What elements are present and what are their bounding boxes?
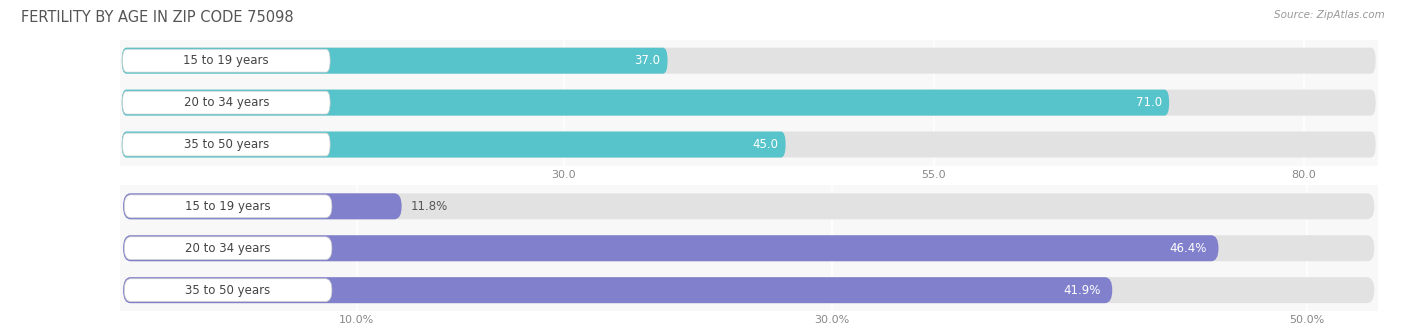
Text: FERTILITY BY AGE IN ZIP CODE 75098: FERTILITY BY AGE IN ZIP CODE 75098 bbox=[21, 10, 294, 25]
FancyBboxPatch shape bbox=[124, 235, 1219, 261]
FancyBboxPatch shape bbox=[122, 48, 668, 74]
FancyBboxPatch shape bbox=[120, 40, 1378, 82]
Text: 71.0: 71.0 bbox=[1136, 96, 1161, 109]
Text: 15 to 19 years: 15 to 19 years bbox=[186, 200, 271, 213]
FancyBboxPatch shape bbox=[122, 90, 1375, 116]
FancyBboxPatch shape bbox=[124, 237, 332, 260]
Text: Source: ZipAtlas.com: Source: ZipAtlas.com bbox=[1274, 10, 1385, 20]
FancyBboxPatch shape bbox=[120, 269, 1378, 311]
FancyBboxPatch shape bbox=[122, 91, 330, 114]
FancyBboxPatch shape bbox=[124, 277, 1112, 303]
FancyBboxPatch shape bbox=[124, 195, 332, 218]
Text: 11.8%: 11.8% bbox=[411, 200, 449, 213]
FancyBboxPatch shape bbox=[120, 82, 1378, 123]
Text: 20 to 34 years: 20 to 34 years bbox=[186, 242, 271, 255]
FancyBboxPatch shape bbox=[124, 193, 1374, 219]
FancyBboxPatch shape bbox=[124, 279, 332, 302]
Text: 35 to 50 years: 35 to 50 years bbox=[186, 284, 271, 297]
Text: 15 to 19 years: 15 to 19 years bbox=[183, 54, 269, 67]
Text: 35 to 50 years: 35 to 50 years bbox=[184, 138, 269, 151]
Text: 41.9%: 41.9% bbox=[1063, 284, 1101, 297]
FancyBboxPatch shape bbox=[120, 185, 1378, 227]
FancyBboxPatch shape bbox=[122, 48, 1375, 74]
FancyBboxPatch shape bbox=[124, 235, 1374, 261]
FancyBboxPatch shape bbox=[120, 123, 1378, 166]
FancyBboxPatch shape bbox=[124, 277, 1374, 303]
FancyBboxPatch shape bbox=[122, 131, 1375, 158]
FancyBboxPatch shape bbox=[122, 133, 330, 156]
Text: 37.0: 37.0 bbox=[634, 54, 661, 67]
FancyBboxPatch shape bbox=[122, 131, 786, 158]
Text: 45.0: 45.0 bbox=[752, 138, 778, 151]
FancyBboxPatch shape bbox=[122, 90, 1170, 116]
FancyBboxPatch shape bbox=[120, 227, 1378, 269]
Text: 46.4%: 46.4% bbox=[1170, 242, 1206, 255]
FancyBboxPatch shape bbox=[122, 49, 330, 72]
FancyBboxPatch shape bbox=[124, 193, 402, 219]
Text: 20 to 34 years: 20 to 34 years bbox=[184, 96, 269, 109]
